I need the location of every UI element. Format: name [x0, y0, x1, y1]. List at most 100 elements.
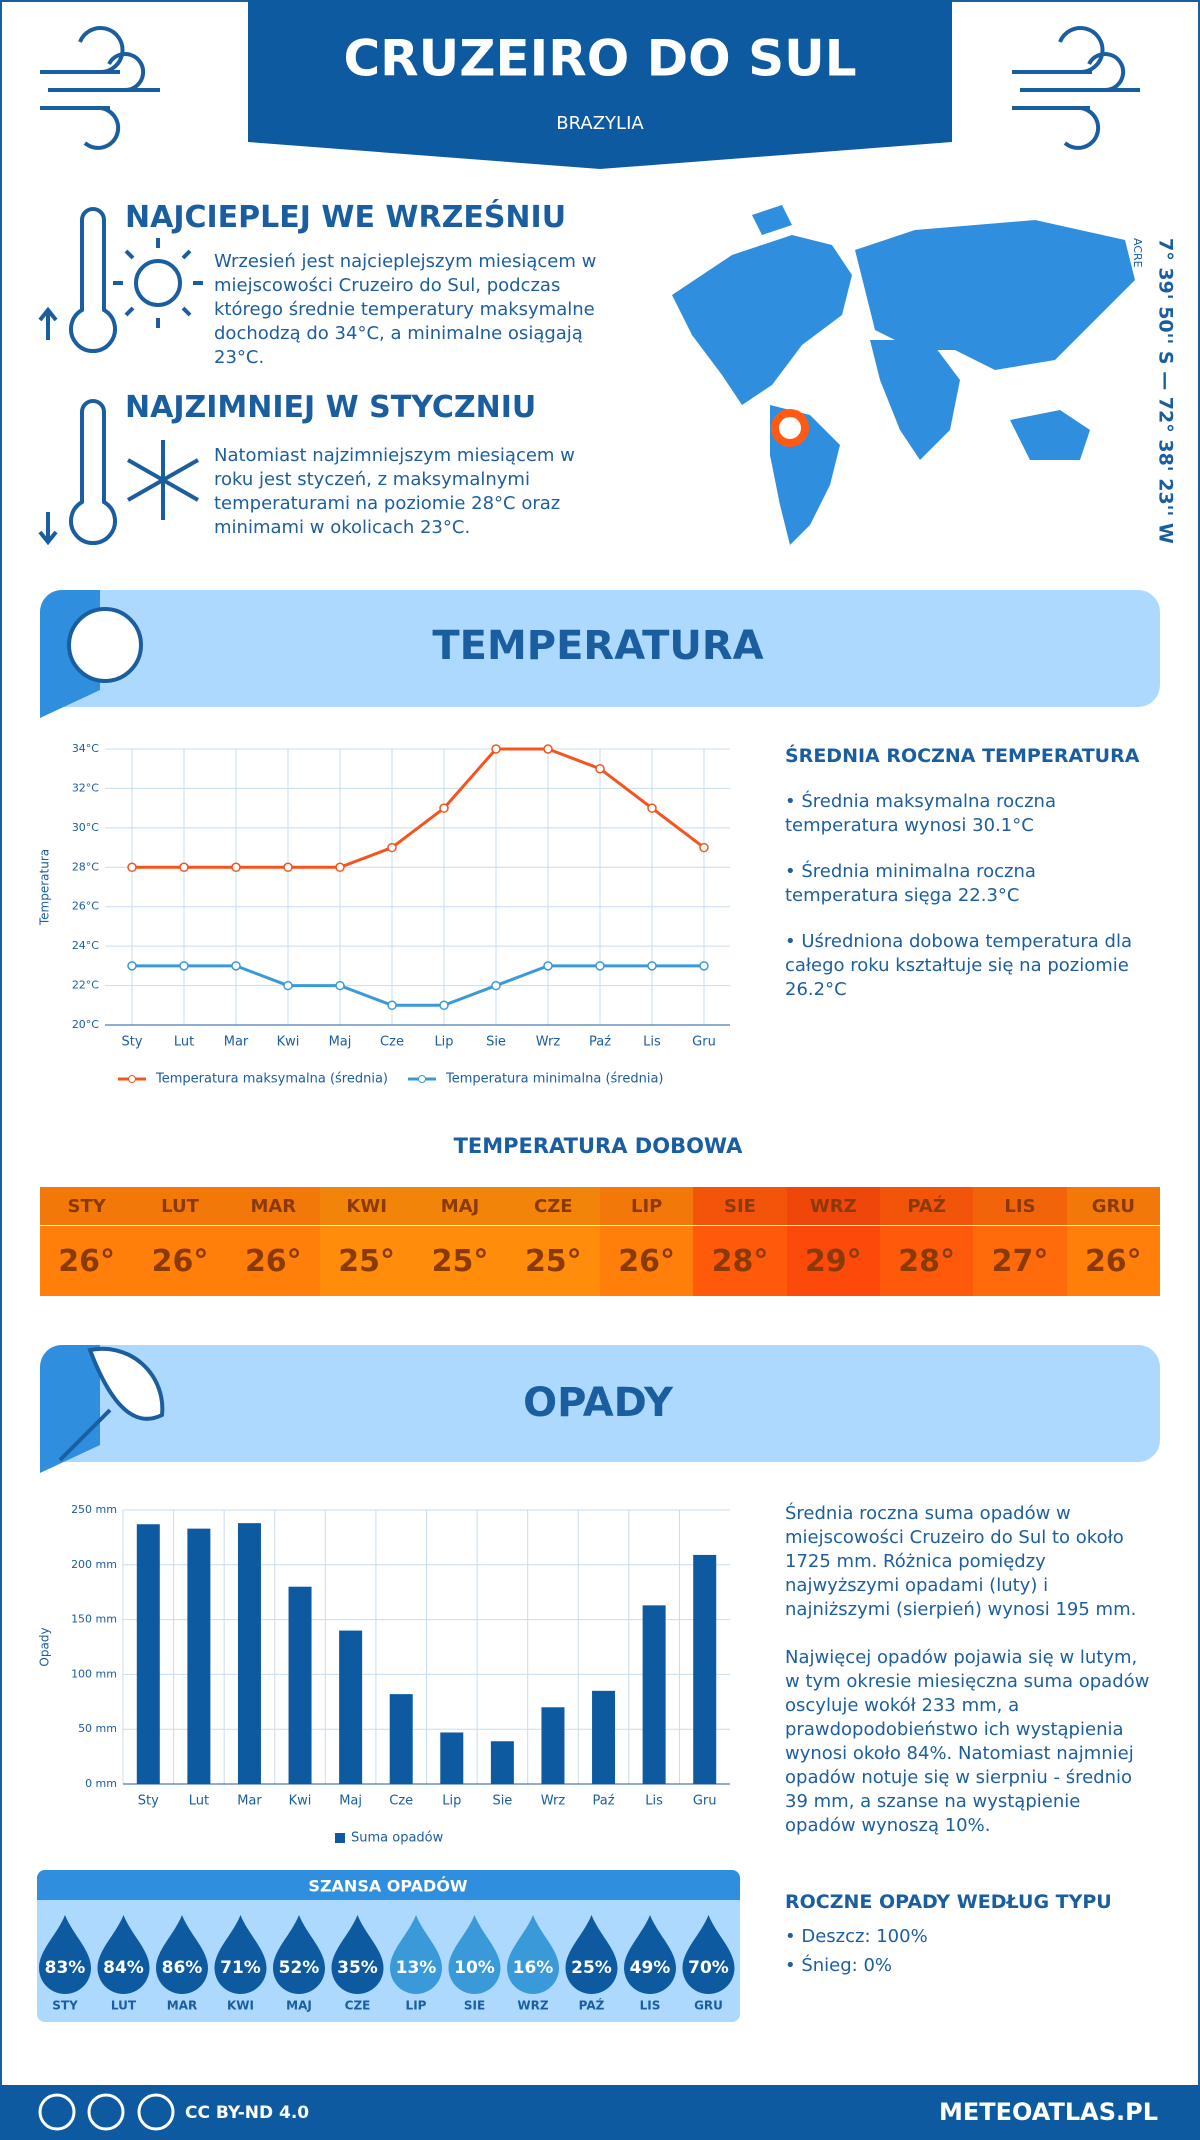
- drop-value: 13%: [396, 1958, 437, 1978]
- month-cell: LIP: [600, 1187, 694, 1225]
- x-tick-label: Cze: [380, 1035, 404, 1050]
- drop: [507, 1915, 559, 1994]
- temp-cell: 27°: [973, 1226, 1067, 1296]
- drop-value: 49%: [630, 1958, 671, 1978]
- type-list: • Deszcz: 100% • Śnieg: 0%: [785, 1922, 1155, 1980]
- bar: [592, 1690, 616, 1784]
- drop-month: PAŹ: [579, 1998, 605, 2013]
- drop: [214, 1915, 267, 1995]
- table-title: TEMPERATURA DOBOWA: [454, 1134, 744, 1158]
- drop: [39, 1915, 91, 1994]
- temperature-banner: [40, 590, 1160, 707]
- point: [543, 961, 553, 971]
- type-title: ROCZNE OPADY WEDŁUG TYPU: [785, 1891, 1112, 1913]
- drop-month: GRU: [694, 1999, 723, 2013]
- x-tick-label: Maj: [329, 1035, 352, 1050]
- x-tick-label: Mar: [237, 1794, 262, 1809]
- temp-cell: 25°: [413, 1226, 507, 1296]
- point: [335, 862, 345, 873]
- bar: [339, 1630, 363, 1784]
- y-tick-label: 32°C: [72, 781, 99, 794]
- region: ACRE: [1131, 238, 1144, 268]
- bar: [490, 1741, 514, 1784]
- precip-banner: [40, 1345, 1160, 1462]
- drop-month: CZE: [345, 1999, 371, 2013]
- month-cell: PAŹ: [880, 1187, 974, 1225]
- coordinates: 7° 39' 50'' S — 72° 38' 23'' W: [1155, 238, 1177, 544]
- temp-cell: 25°: [506, 1226, 600, 1296]
- y-tick-label: 34°C: [72, 742, 99, 755]
- drop-month: LIS: [640, 1999, 661, 2013]
- temp-cell: 26°: [226, 1226, 320, 1296]
- bar: [237, 1523, 261, 1784]
- point: [127, 862, 137, 873]
- x-tick-label: Lis: [645, 1794, 663, 1809]
- drop-month: SIE: [464, 1999, 485, 2013]
- sun-icon: [67, 607, 143, 683]
- y-axis-label: Opady: [38, 1627, 52, 1666]
- line: [132, 747, 705, 869]
- point: [699, 961, 709, 971]
- point: [699, 842, 709, 853]
- drop: [156, 1915, 208, 1994]
- point: [439, 1000, 449, 1011]
- stats-list: • Średnia maksymalna roczna temperatura …: [785, 790, 1155, 1024]
- y-tick-label: 150 mm: [71, 1613, 117, 1626]
- drop: [448, 1915, 501, 1995]
- bar: [693, 1554, 717, 1784]
- bar: [541, 1707, 565, 1784]
- drop-value: 83%: [45, 1958, 86, 1978]
- month-cell: LIS: [973, 1187, 1067, 1225]
- license: CC BY-ND 4.0: [185, 2103, 309, 2123]
- x-tick-label: Paź: [589, 1035, 611, 1050]
- stats-title: ŚREDNIA ROCZNA TEMPERATURA: [785, 745, 1140, 767]
- drop-value: 35%: [337, 1958, 378, 1978]
- point: [595, 763, 605, 774]
- drop-value: 10%: [454, 1958, 495, 1978]
- point: [491, 980, 501, 991]
- drop-month: MAR: [167, 1999, 197, 2013]
- point: [647, 803, 657, 813]
- month-cell: SIE: [693, 1187, 787, 1225]
- point: [543, 744, 553, 754]
- temp-cell: 26°: [600, 1226, 694, 1296]
- y-tick-label: 30°C: [72, 821, 99, 834]
- x-tick-label: Cze: [389, 1794, 413, 1809]
- chance-box: [37, 1870, 740, 2022]
- type-item: • Deszcz: 100%: [785, 1926, 928, 1947]
- point: [179, 961, 189, 971]
- month-cell: WRZ: [786, 1187, 880, 1225]
- point: [231, 862, 241, 873]
- stats-item: • Uśredniona dobowa temperatura dla całe…: [785, 931, 1133, 1000]
- drop-month: LUT: [111, 1999, 137, 2013]
- y-tick-label: 22°C: [72, 979, 99, 992]
- country: BRAZYLIA: [556, 113, 644, 134]
- drop: [390, 1915, 442, 1994]
- bar: [288, 1586, 312, 1784]
- x-tick-label: Kwi: [277, 1035, 300, 1050]
- hot-title: NAJCIEPLEJ WE WRZEŚNIU: [125, 200, 567, 235]
- temp-cell: 28°: [693, 1226, 787, 1296]
- y-tick-label: 28°C: [72, 860, 99, 873]
- drop: [331, 1915, 384, 1995]
- x-tick-label: Lip: [434, 1035, 453, 1050]
- point: [179, 862, 189, 873]
- site: METEOATLAS.PL: [939, 2098, 1158, 2126]
- license-icons: [38, 2093, 175, 2131]
- bar: [440, 1732, 464, 1784]
- banner-corner: [40, 1345, 100, 1473]
- precip-text: Najwięcej opadów pojawia się w lutym, w …: [785, 1647, 1150, 1836]
- cold-title: NAJZIMNIEJ W STYCZNIU: [125, 390, 537, 425]
- legend-label: Temperatura maksymalna (średnia): [155, 1072, 388, 1087]
- drop-month: MAJ: [286, 1999, 312, 2013]
- bar: [187, 1528, 211, 1784]
- x-tick-label: Paź: [593, 1794, 615, 1809]
- x-tick-label: Sty: [121, 1035, 142, 1050]
- drop-value: 52%: [279, 1958, 320, 1978]
- x-tick-label: Wrz: [536, 1035, 561, 1050]
- x-tick-label: Lut: [189, 1794, 209, 1809]
- drop-value: 70%: [688, 1958, 729, 1978]
- point: [491, 744, 501, 754]
